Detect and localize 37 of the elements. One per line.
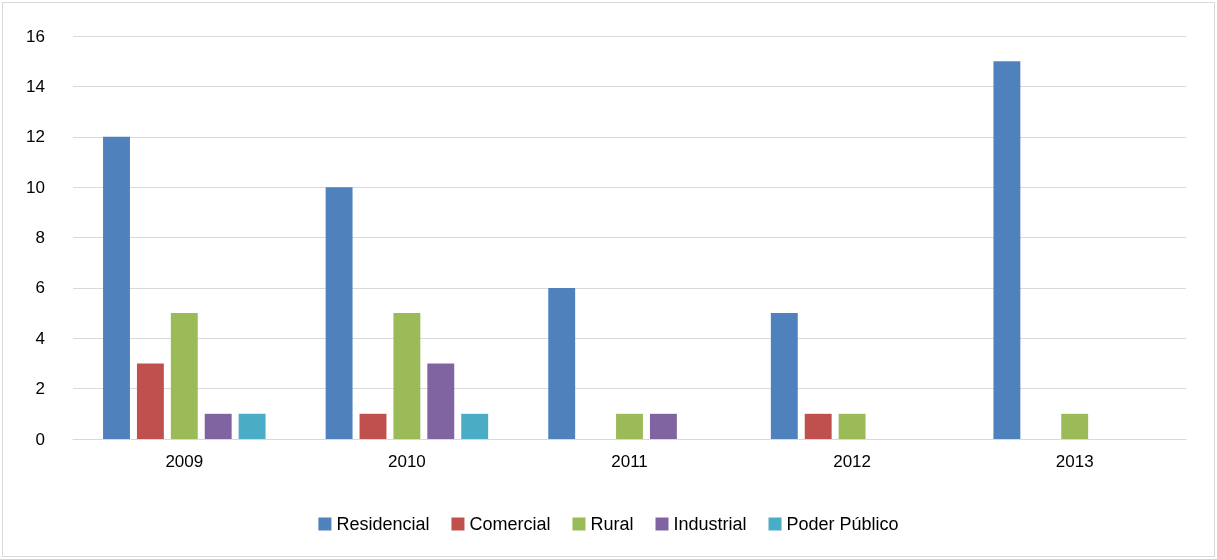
bar: [548, 287, 576, 439]
x-tick-label: 2009: [165, 452, 204, 471]
y-tick-label: 12: [26, 127, 45, 147]
bar: [427, 363, 455, 439]
bar: [461, 413, 489, 439]
bar: [170, 313, 198, 439]
legend-label: Residencial: [336, 514, 430, 534]
bar: [136, 363, 164, 439]
bar: [804, 413, 832, 439]
bar: [838, 413, 866, 439]
bar: [325, 187, 353, 439]
y-tick-label: 2: [35, 379, 45, 399]
bar: [1061, 413, 1089, 439]
bar: [204, 413, 232, 439]
x-tick-label: 2011: [611, 452, 648, 471]
x-tick-label: 2013: [1055, 452, 1094, 471]
y-tick-label: 8: [35, 228, 45, 247]
bar: [770, 313, 798, 439]
bar: [616, 413, 643, 439]
y-tick-label: 16: [26, 26, 45, 46]
x-tick-label: 2010: [387, 452, 426, 471]
y-tick-label: 14: [26, 76, 45, 96]
y-tick-label: 10: [26, 177, 45, 197]
y-tick-label: 6: [35, 278, 45, 298]
bar: [238, 413, 266, 439]
legend-label: Rural: [590, 514, 634, 534]
bar: [103, 136, 130, 439]
legend-label: Comercial: [469, 514, 551, 534]
y-tick-label: 0: [35, 429, 45, 449]
bar: [393, 313, 421, 439]
x-tick-label: 2012: [833, 452, 872, 471]
bar: [649, 413, 677, 439]
bar: [359, 413, 387, 439]
y-tick-label: 4: [35, 328, 45, 348]
legend-label: Poder Público: [786, 514, 899, 534]
bar: [993, 61, 1021, 439]
legend-label: Industrial: [673, 514, 747, 534]
